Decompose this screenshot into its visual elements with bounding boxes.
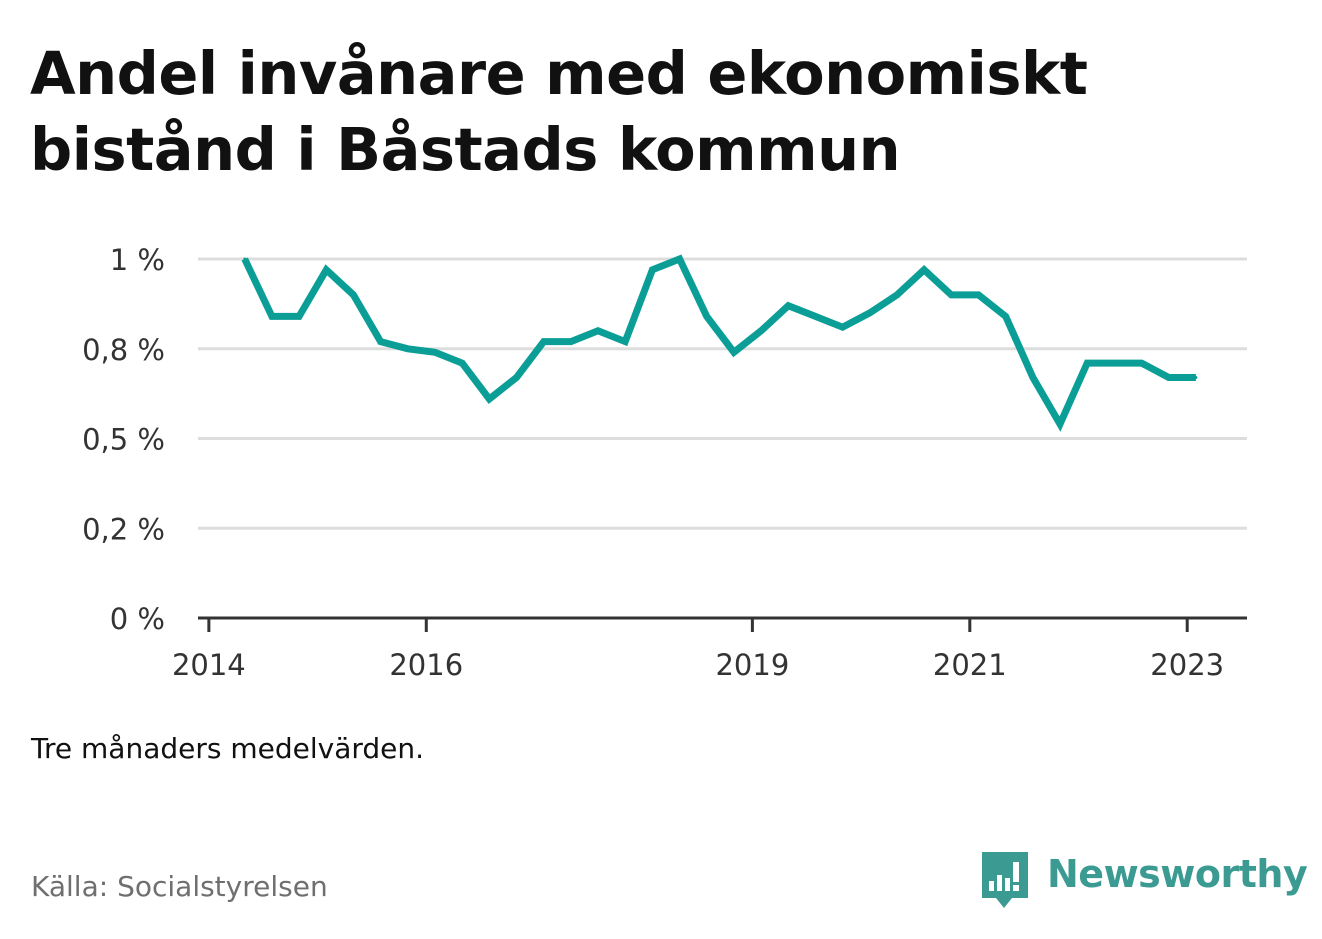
newsworthy-logo-icon	[982, 852, 1028, 908]
data-point	[1194, 375, 1198, 379]
x-tick-label: 2023	[1150, 648, 1224, 682]
data-point	[270, 314, 274, 318]
brand-logo: Newsworthy	[980, 850, 1308, 914]
gridlines	[198, 257, 1247, 530]
line-chart: 0 %0,2 %0,5 %0,8 %1 % 2014 2016 2019 2021 20…	[82, 243, 1247, 682]
x-tick-label: 2021	[933, 648, 1007, 682]
data-point	[406, 347, 410, 351]
data-point	[487, 397, 491, 401]
data-point	[650, 268, 654, 272]
data-point	[895, 293, 899, 297]
series-line	[241, 254, 1196, 432]
data-point	[841, 325, 845, 329]
data-point	[1031, 375, 1035, 379]
x-tick-label: 2016	[389, 648, 463, 682]
data-point	[678, 257, 682, 261]
data-point	[324, 268, 328, 272]
y-tick-label: 0,5 %	[82, 423, 165, 457]
data-point	[759, 329, 763, 333]
data-point	[460, 361, 464, 365]
data-point	[297, 314, 301, 318]
data-point	[705, 314, 709, 318]
y-tick-label: 0,8 %	[82, 333, 165, 367]
y-tick-label: 1 %	[110, 243, 165, 277]
data-point	[786, 304, 790, 308]
data-point	[1167, 375, 1171, 379]
data-point	[379, 340, 383, 344]
chart-title: Andel invånare med ekonomiskt bistånd i …	[30, 39, 1088, 184]
data-point	[1058, 422, 1062, 426]
data-point	[515, 375, 519, 379]
data-point	[542, 340, 546, 344]
y-axis-labels: 0 % 0,2 % 0,5 % 0,8 % 1 %	[82, 243, 165, 636]
data-point	[813, 314, 817, 318]
chart-note: Tre månaders medelvärden.	[31, 732, 425, 765]
data-point	[1004, 314, 1008, 318]
data-point	[976, 293, 980, 297]
data-point	[243, 257, 247, 261]
source-text: Källa: Socialstyrelsen	[31, 870, 328, 903]
data-point	[1085, 361, 1089, 365]
x-axis: 2014 2016 2019 2021 2023	[172, 616, 1247, 682]
data-point	[1140, 361, 1144, 365]
data-point	[922, 268, 926, 272]
data-point	[623, 340, 627, 344]
brand-name: Newsworthy	[1047, 852, 1308, 896]
data-point	[1112, 361, 1116, 365]
data-point	[868, 311, 872, 315]
x-tick-label: 2019	[715, 648, 789, 682]
data-point	[351, 293, 355, 297]
data-point	[433, 350, 437, 354]
y-tick-label: 0 %	[110, 602, 165, 636]
data-point	[732, 350, 736, 354]
data-point	[569, 340, 573, 344]
series-group	[241, 254, 1198, 432]
x-tick-label: 2014	[172, 648, 246, 682]
data-point	[949, 293, 953, 297]
data-point	[596, 329, 600, 333]
y-tick-label: 0,2 %	[82, 512, 165, 546]
